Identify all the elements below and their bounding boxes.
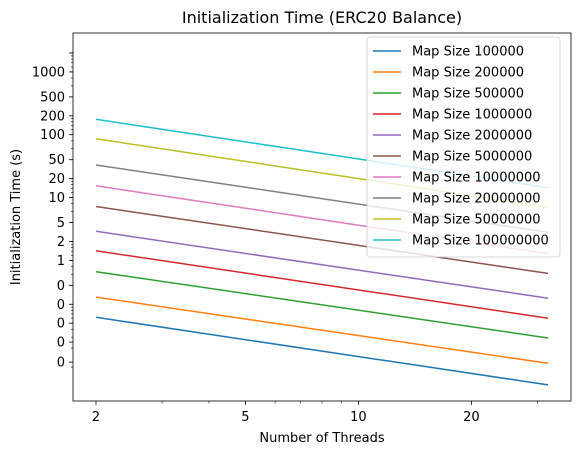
chart-title: Initialization Time (ERC20 Balance) bbox=[182, 8, 462, 27]
series-line-3 bbox=[95, 250, 549, 319]
legend-label-6: Map Size 10000000 bbox=[412, 171, 541, 186]
legend-label-2: Map Size 500000 bbox=[412, 87, 524, 102]
legend-label-0: Map Size 100000 bbox=[412, 45, 524, 60]
y-tick-label: 20 bbox=[48, 172, 65, 187]
x-tick-label: 5 bbox=[241, 410, 249, 425]
x-tick-label: 20 bbox=[463, 410, 480, 425]
x-tick-label: 10 bbox=[350, 410, 367, 425]
y-tick-label: 10 bbox=[48, 191, 65, 206]
x-tick-label: 2 bbox=[92, 410, 100, 425]
y-tick-label: 0 bbox=[57, 298, 65, 313]
legend-label-1: Map Size 200000 bbox=[412, 66, 524, 81]
y-tick-label: 2 bbox=[57, 235, 65, 250]
y-tick-label: 0 bbox=[57, 279, 65, 294]
series-line-5 bbox=[95, 205, 549, 275]
y-axis-label: Initialization Time (s) bbox=[9, 149, 24, 285]
y-tick-label: 200 bbox=[40, 109, 65, 124]
series-line-1 bbox=[95, 296, 549, 365]
y-tick-label: 50 bbox=[48, 153, 65, 168]
x-axis-label: Number of Threads bbox=[259, 431, 384, 446]
legend-label-3: Map Size 1000000 bbox=[412, 108, 532, 123]
legend-label-9: Map Size 100000000 bbox=[412, 234, 549, 249]
series-line-0 bbox=[95, 316, 549, 386]
y-tick-label: 100 bbox=[40, 128, 65, 143]
legend-label-8: Map Size 50000000 bbox=[412, 213, 541, 228]
legend-box bbox=[366, 36, 561, 258]
y-tick-label: 1 bbox=[57, 254, 65, 269]
legend-label-7: Map Size 20000000 bbox=[412, 192, 541, 207]
series-line-4 bbox=[95, 230, 549, 299]
y-tick-label: 0 bbox=[57, 336, 65, 351]
legend-label-4: Map Size 2000000 bbox=[412, 129, 532, 144]
y-tick-label: 500 bbox=[40, 90, 65, 105]
y-tick-label: 0 bbox=[57, 317, 65, 332]
y-tick-label: 0 bbox=[57, 356, 65, 371]
y-tick-label: 1000 bbox=[32, 65, 65, 80]
series-line-2 bbox=[95, 270, 549, 339]
legend-label-5: Map Size 5000000 bbox=[412, 150, 532, 165]
y-tick-label: 5 bbox=[57, 216, 65, 231]
